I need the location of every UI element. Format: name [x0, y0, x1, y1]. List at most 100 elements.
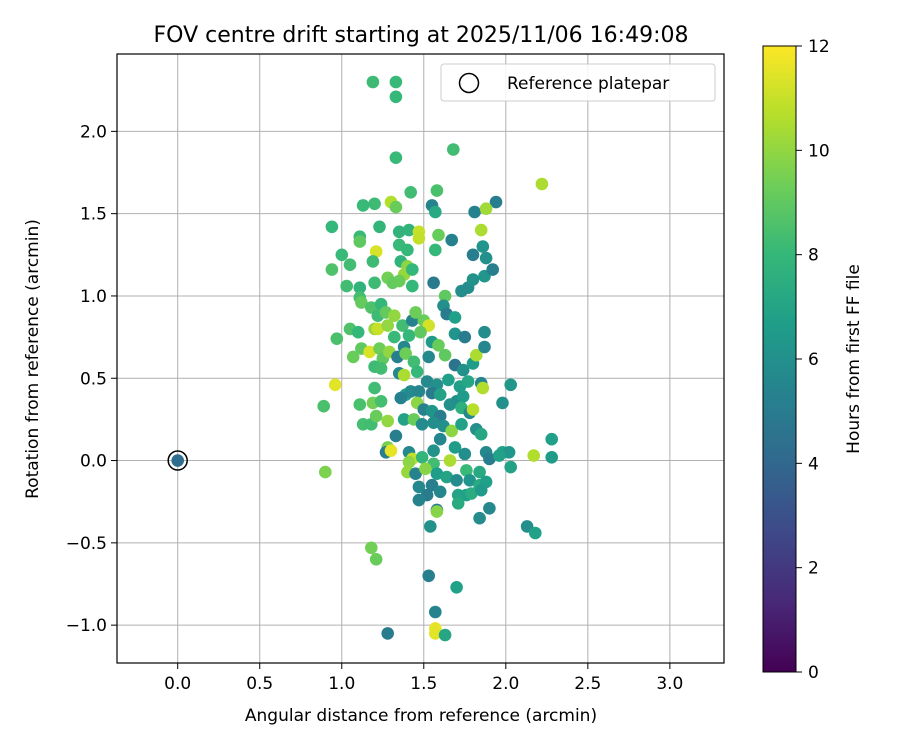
data-point [369, 553, 383, 566]
data-points [317, 75, 558, 642]
data-point [433, 388, 447, 402]
plot-frame [116, 53, 725, 664]
data-point [368, 381, 381, 395]
x-axis-label: Angular distance from reference (arcmin) [245, 706, 597, 726]
colorbar-label: Hours from first FF file [844, 264, 864, 454]
data-point [427, 444, 440, 458]
data-point [317, 399, 331, 413]
data-point [448, 311, 462, 324]
data-point [474, 483, 488, 497]
data-point [412, 493, 426, 507]
data-point [381, 414, 395, 428]
data-point [443, 398, 457, 411]
data-point [388, 309, 401, 323]
colorbar-tick-label: 4 [808, 454, 819, 474]
y-tick-label: −1.0 [66, 616, 107, 636]
data-point [371, 322, 385, 336]
data-point [430, 467, 444, 481]
data-point [489, 195, 503, 209]
data-point [399, 347, 413, 360]
data-point [529, 526, 542, 540]
data-point [527, 449, 540, 462]
data-point [461, 375, 475, 388]
data-point [409, 306, 422, 319]
data-point [381, 627, 395, 640]
data-point [368, 197, 381, 211]
data-point [450, 581, 463, 594]
x-tick-label: 1.5 [410, 674, 437, 694]
data-point [479, 202, 493, 215]
data-point [460, 464, 473, 477]
data-point [374, 362, 388, 375]
data-point [492, 449, 506, 462]
colorbar-tick-label: 8 [808, 246, 819, 266]
data-point [401, 243, 414, 257]
data-point [429, 243, 442, 257]
data-point [483, 452, 496, 466]
data-point [389, 200, 403, 214]
data-point [535, 177, 549, 191]
data-point [450, 474, 463, 487]
data-point [392, 274, 406, 288]
data-point [545, 432, 558, 446]
data-point [432, 228, 445, 242]
data-point [483, 502, 496, 515]
colorbar-ticks: 0 2 4 6 8 10 12 [796, 37, 830, 683]
reference-point [171, 454, 184, 467]
legend-marker [458, 72, 480, 94]
data-point [373, 220, 386, 234]
data-point [442, 373, 455, 387]
colorbar-tick-label: 6 [808, 350, 819, 370]
data-point [402, 223, 416, 237]
data-point [486, 263, 500, 276]
data-point [406, 263, 419, 276]
data-point [476, 381, 490, 395]
colorbar-gradient [762, 45, 797, 673]
data-point [402, 329, 416, 342]
data-point [325, 263, 339, 276]
data-point [404, 186, 418, 199]
data-point [335, 248, 349, 262]
data-point [419, 462, 432, 476]
legend-label: Reference platepar [507, 74, 669, 94]
data-point [384, 444, 398, 458]
legend: Reference platepar [440, 63, 716, 102]
data-point [458, 330, 472, 344]
data-point [447, 143, 460, 156]
data-point [407, 355, 421, 369]
data-point [455, 418, 468, 431]
data-point [448, 327, 462, 341]
data-point [353, 235, 367, 248]
data-point [504, 378, 517, 392]
legend-box [440, 63, 716, 102]
data-point [440, 470, 454, 484]
data-point [412, 480, 426, 494]
data-point [365, 541, 378, 555]
data-point [478, 325, 491, 339]
data-point [420, 375, 434, 388]
x-tick-label: 3.0 [656, 674, 683, 694]
data-point [389, 429, 403, 443]
data-point [392, 225, 406, 239]
reference-layer [167, 450, 188, 471]
data-point [496, 396, 509, 410]
data-point [470, 348, 483, 362]
plot-background [117, 54, 724, 663]
data-point [427, 416, 440, 430]
data-point [438, 289, 452, 303]
y-tick-label: −0.5 [66, 534, 107, 554]
data-point [465, 487, 478, 500]
colorbar-tick-label: 2 [808, 559, 819, 579]
grid-lines [117, 54, 724, 663]
data-point [412, 385, 426, 398]
data-point [430, 184, 444, 197]
data-point [394, 391, 408, 405]
y-axis-ticks: −1.0 −0.5 0.0 0.5 1.0 1.5 2.0 [66, 122, 117, 636]
data-point [429, 605, 442, 619]
y-tick-label: 1.5 [80, 205, 107, 225]
data-point [330, 332, 344, 346]
y-tick-label: 1.0 [80, 287, 107, 307]
data-point [468, 205, 481, 219]
data-point [353, 398, 367, 411]
